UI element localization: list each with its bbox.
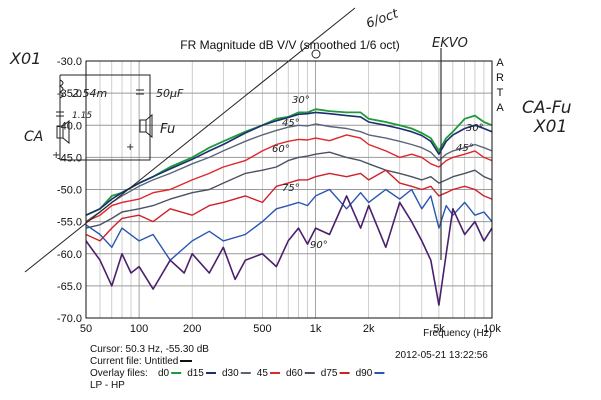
angle-label-30-right: 30° [466, 123, 484, 134]
x-tick-label: 100 [130, 323, 148, 335]
datetime: 2012-05-21 13:22:56 [395, 350, 488, 361]
watermark-letter: A [496, 57, 504, 69]
circuit-label-plus-left: + [52, 150, 60, 161]
crossover-circuit-sketch: 2.54m 1.15 50µF CA Fu + + [24, 74, 184, 161]
x-tick-label: 5k [433, 323, 445, 335]
x-tick-label: 10k [483, 323, 501, 335]
circuit-label-resistor: 1.15 [72, 111, 92, 121]
circuit-label-fu: Fu [160, 122, 175, 137]
overlay-files-prefix: Overlay files: [90, 368, 148, 379]
y-tick-label: -45.0 [57, 152, 82, 164]
current-file: Current file: Untitled [90, 356, 178, 367]
overlay-legend-label: d0 [158, 368, 170, 379]
angle-label-90: 90° [310, 240, 328, 251]
x-tick-label: 1k [310, 323, 322, 335]
right-note-ca-fu: CA-Fu [522, 98, 572, 118]
overlay-legend-label: d90 [356, 368, 373, 379]
overlay-legend: d0 d15 d30 45 d60 d75 d90 [158, 368, 385, 379]
watermark-letter: T [497, 87, 504, 99]
x-tick-label: 200 [183, 323, 201, 335]
y-tick-label: -70.0 [57, 313, 82, 325]
circuit-label-plus-right: + [126, 142, 134, 153]
x-axis-label: Frequency (Hz) [423, 328, 492, 339]
series-line-d30 [85, 123, 493, 223]
x-axis-ticks: 50 100 200 500 1k 2k 5k 10k [80, 323, 501, 335]
y-tick-label: -60.0 [57, 249, 82, 261]
x-tick-label: 50 [80, 323, 92, 335]
status-footer: Cursor: 50.3 Hz, -55.30 dB Current file:… [90, 344, 488, 391]
series-line-d15 [85, 111, 493, 216]
right-note-x01: X01 [533, 117, 567, 137]
slope-line [24, 7, 356, 273]
overlay-legend-label: d30 [222, 368, 239, 379]
marker-label: EKVO [432, 36, 468, 51]
angle-label-30: 30° [292, 95, 310, 106]
overlay-legend-label: d60 [286, 368, 303, 379]
speaker-fu-icon [139, 113, 153, 139]
y-tick-label: -35.0 [57, 88, 82, 100]
y-tick-label: -50.0 [57, 185, 82, 197]
overlay-legend-label: d75 [321, 368, 338, 379]
y-tick-label: -65.0 [57, 281, 82, 293]
circuit-label-ca: CA [24, 129, 43, 145]
chart-title: FR Magnitude dB V/V (smoothed 1/6 oct) [180, 38, 399, 52]
handwritten-annotations: 6/oct EKVO 30° 45° 60° 75° 90° 30° 45° C… [9, 6, 572, 273]
x-tick-label: 2k [363, 323, 375, 335]
watermark-letter: A [496, 102, 504, 114]
circuit-wire-frame [60, 74, 151, 161]
y-tick-label: -55.0 [57, 217, 82, 229]
angle-label-60: 60° [272, 144, 290, 155]
series-line-d90 [85, 188, 493, 261]
speaker-ca-icon [56, 119, 70, 145]
angle-label-45-right: 45° [456, 143, 474, 154]
circuit-label-inductor: 2.54m [72, 87, 107, 100]
series-layer [85, 108, 493, 306]
inductor-icon [58, 79, 64, 99]
capacitor-icon [56, 111, 64, 117]
overlay-legend-label: 45 [257, 368, 269, 379]
overlay-legend-label: d15 [187, 368, 204, 379]
capacitor-fu-icon [136, 89, 144, 95]
series-line-trace-7 [85, 195, 493, 306]
series-line-45 [85, 134, 493, 223]
series-line-d75 [85, 169, 493, 242]
left-title-x01: X01 [9, 49, 41, 68]
angle-label-45: 45° [282, 118, 300, 129]
y-tick-label: -30.0 [57, 56, 82, 68]
angle-label-75: 75° [282, 183, 300, 194]
circuit-label-capacitor: 50µF [156, 87, 184, 100]
series-line-d60 [85, 151, 493, 229]
x-tick-label: 500 [253, 323, 271, 335]
cursor-readout: Cursor: 50.3 Hz, -55.30 dB [90, 344, 209, 355]
lp-hp-label: LP - HP [90, 380, 125, 391]
slope-marker-circle [311, 49, 321, 59]
watermark-letter: R [496, 72, 504, 84]
